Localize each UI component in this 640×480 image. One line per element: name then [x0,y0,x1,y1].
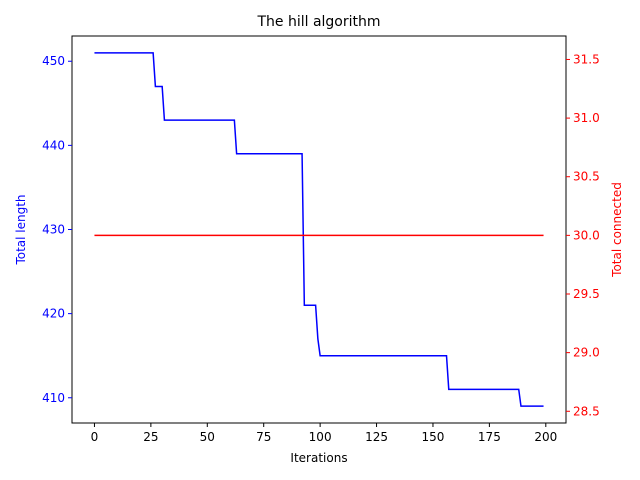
right-y-axis: 28.5 29.0 29.5 30.0 30.5 31.0 31.5 [566,52,600,418]
left-y-axis-label: Total length [14,194,28,265]
chart-title: The hill algorithm [256,14,380,30]
x-tick-label: 25 [143,430,158,444]
x-tick-label: 0 [91,430,99,444]
x-tick-label: 150 [422,430,445,444]
x-tick-label: 75 [256,430,271,444]
x-tick-label: 200 [534,430,557,444]
total-length-line [94,52,544,407]
left-y-tick-label: 410 [42,391,65,405]
right-y-tick-label: 29.5 [573,287,600,301]
plot-area [94,52,544,407]
right-y-tick-label: 29.0 [573,346,600,360]
right-y-tick-label: 30.0 [573,228,600,242]
left-y-axis: 410 420 430 440 450 [42,54,72,405]
x-tick-label: 100 [309,430,332,444]
x-tick-label: 50 [200,430,215,444]
right-y-tick-label: 30.5 [573,170,600,184]
left-y-tick-label: 420 [42,307,65,321]
right-y-tick-label: 28.5 [573,404,600,418]
x-axis: 0 25 50 75 100 125 150 175 200 [91,423,557,444]
right-y-axis-label: Total connected [610,182,624,278]
left-y-tick-label: 450 [42,54,65,68]
plot-frame [71,35,567,424]
x-tick-label: 175 [478,430,501,444]
left-y-tick-label: 440 [42,138,65,152]
x-tick-label: 125 [365,430,388,444]
left-y-tick-label: 430 [42,223,65,237]
right-y-tick-label: 31.5 [573,52,600,66]
right-y-tick-label: 31.0 [573,111,600,125]
x-axis-label: Iterations [290,451,347,465]
